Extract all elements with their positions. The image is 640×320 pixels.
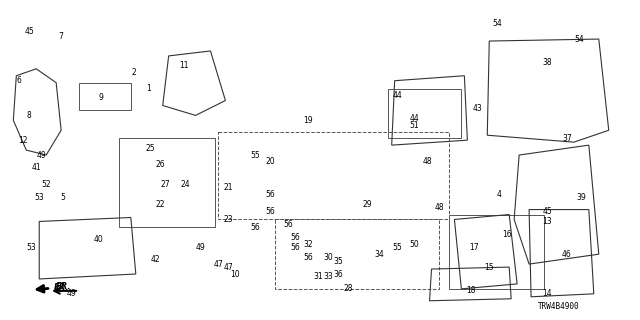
Text: 44: 44 (393, 91, 403, 100)
Text: 32: 32 (303, 240, 313, 249)
Text: 43: 43 (472, 104, 482, 113)
Text: 51: 51 (410, 121, 419, 130)
Text: 36: 36 (333, 269, 343, 278)
Text: 8: 8 (27, 111, 31, 120)
Text: 10: 10 (230, 269, 240, 278)
Text: 26: 26 (156, 160, 166, 170)
Text: 34: 34 (375, 250, 385, 259)
Text: 2: 2 (131, 68, 136, 77)
Text: 11: 11 (179, 61, 188, 70)
Text: 30: 30 (323, 253, 333, 262)
Text: 56: 56 (284, 220, 293, 229)
Text: 49: 49 (196, 243, 205, 252)
Text: 56: 56 (266, 190, 275, 199)
Text: 4: 4 (497, 190, 502, 199)
Text: 54: 54 (492, 19, 502, 28)
Text: 25: 25 (146, 144, 156, 153)
Text: 16: 16 (502, 230, 512, 239)
Bar (388, 89, 461, 138)
Text: 9: 9 (99, 93, 104, 102)
Text: 18: 18 (467, 286, 476, 295)
Text: 53: 53 (26, 243, 36, 252)
Text: 56: 56 (250, 223, 260, 232)
Text: 46: 46 (562, 250, 572, 259)
Text: 56: 56 (266, 207, 275, 216)
Text: 15: 15 (484, 263, 494, 272)
Text: 17: 17 (470, 243, 479, 252)
Text: 19: 19 (303, 116, 313, 125)
Text: 53: 53 (35, 193, 44, 202)
Text: 21: 21 (223, 183, 233, 192)
Bar (79, 83, 131, 110)
Text: 5: 5 (61, 193, 65, 202)
Text: 55: 55 (393, 243, 403, 252)
Text: 23: 23 (223, 215, 233, 224)
Text: 48: 48 (435, 203, 444, 212)
Text: 37: 37 (562, 134, 572, 143)
Text: 1: 1 (147, 84, 151, 93)
Text: 44: 44 (410, 114, 419, 123)
Text: 13: 13 (542, 217, 552, 226)
Text: 31: 31 (313, 272, 323, 282)
Text: 49: 49 (66, 289, 76, 298)
Text: 45: 45 (24, 27, 34, 36)
Text: 35: 35 (333, 257, 343, 266)
Text: 29: 29 (363, 200, 372, 209)
Text: 40: 40 (94, 235, 104, 244)
Text: 27: 27 (161, 180, 170, 189)
Text: 6: 6 (17, 76, 22, 85)
Text: 47: 47 (214, 260, 223, 268)
Text: 42: 42 (151, 255, 161, 264)
Text: 56: 56 (290, 233, 300, 242)
Text: 38: 38 (542, 58, 552, 67)
Text: 55: 55 (250, 150, 260, 160)
Text: 20: 20 (266, 157, 275, 166)
Text: 49: 49 (36, 150, 46, 160)
Text: 50: 50 (410, 240, 419, 249)
Text: 48: 48 (422, 157, 433, 166)
Bar (218, 132, 449, 220)
Text: TRW4B4900: TRW4B4900 (538, 302, 580, 311)
Text: 12: 12 (19, 136, 28, 145)
Text: 24: 24 (180, 180, 190, 189)
Text: 7: 7 (59, 32, 63, 41)
Text: 47: 47 (223, 263, 233, 272)
Text: 39: 39 (576, 193, 586, 202)
Text: 41: 41 (31, 164, 41, 172)
Text: 33: 33 (323, 272, 333, 282)
Text: 45: 45 (542, 207, 552, 216)
Text: 54: 54 (574, 35, 584, 44)
Text: FR.: FR. (56, 282, 71, 292)
Text: 14: 14 (542, 289, 552, 298)
Text: 52: 52 (42, 180, 51, 189)
Text: 22: 22 (156, 200, 166, 209)
Text: 56: 56 (303, 253, 313, 262)
Text: FR.: FR. (37, 283, 69, 292)
Text: 56: 56 (290, 243, 300, 252)
Text: 28: 28 (343, 284, 353, 293)
Bar (275, 220, 440, 289)
Bar (449, 214, 544, 289)
Bar (119, 138, 216, 228)
